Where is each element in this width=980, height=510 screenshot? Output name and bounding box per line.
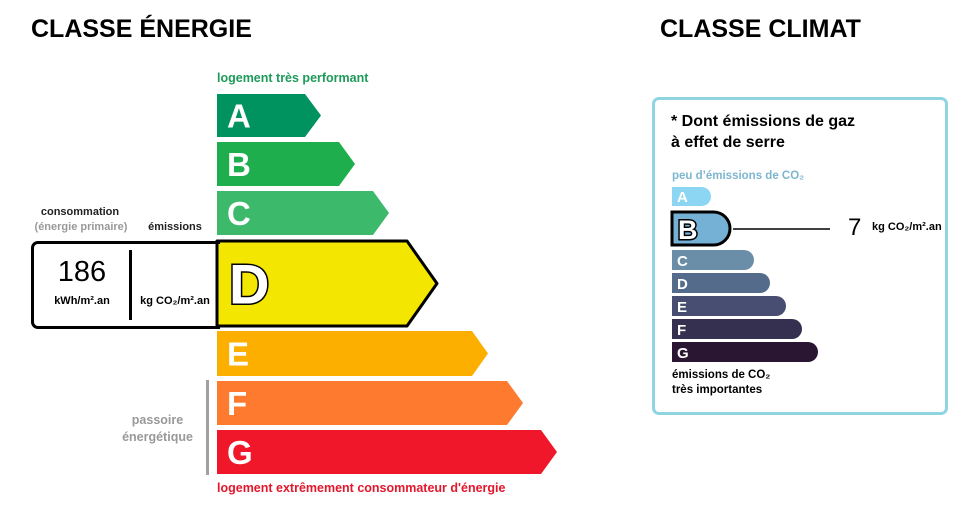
climate-class-letter: G <box>677 345 689 362</box>
energy-class-g <box>217 430 557 474</box>
climate-class-letter: E <box>677 299 687 316</box>
climate-bottom-label-line2: très importantes <box>672 384 763 396</box>
consumption-unit: kWh/m².an <box>54 295 110 307</box>
energy-bottom-label: logement extrêmement consommateur d'éner… <box>217 481 506 495</box>
passoire-label-line2: énergétique <box>122 430 193 444</box>
energy-class-letter: C <box>227 195 251 232</box>
climate-class-g <box>672 342 818 362</box>
climate-class-b <box>670 210 732 247</box>
energy-class-letter: A <box>227 98 251 135</box>
climate-value: 7 <box>848 214 862 241</box>
energy-class-c <box>217 191 389 235</box>
climate-unit: kg CO₂/m².an <box>872 221 942 233</box>
climate-box-title-line1: * Dont émissions de gaz <box>671 113 856 130</box>
climate-class-letter: D <box>677 276 688 293</box>
energy-class-e <box>217 331 488 376</box>
energy-title: CLASSE ÉNERGIE <box>31 15 252 43</box>
climate-title: CLASSE CLIMAT <box>660 15 861 43</box>
passoire-label-line1: passoire <box>131 413 184 427</box>
consumption-value: 186 <box>57 256 107 288</box>
passoire-bar <box>206 380 209 475</box>
energy-top-label: logement très performant <box>217 71 369 85</box>
climate-class-a <box>672 187 711 206</box>
emissions-unit: kg CO₂/m².an <box>140 295 210 307</box>
consumption-label: consommation <box>40 206 120 218</box>
climate-bottom-label: émissions de CO₂ très importantes <box>672 368 770 398</box>
energy-class-letter: F <box>227 385 247 422</box>
energy-class-letter: D <box>229 253 269 316</box>
climate-class-c <box>672 250 754 270</box>
value-divider <box>129 250 132 320</box>
energy-class-a <box>217 94 321 137</box>
energy-class-f <box>217 381 523 425</box>
energy-class-letter: G <box>227 434 253 471</box>
energy-class-letter: B <box>227 146 251 183</box>
energy-class-letter: E <box>227 336 249 373</box>
climate-class-d <box>672 273 770 293</box>
climate-bottom-label-line1: émissions de CO₂ <box>672 369 771 381</box>
value-box <box>31 241 220 329</box>
climate-class-letter: F <box>677 322 686 339</box>
energy-class-b <box>217 142 355 186</box>
climate-box-title-line2: à effet de serre <box>671 134 785 151</box>
passoire-label: passoire énergétique <box>110 412 205 446</box>
climate-box-title: * Dont émissions de gaz à effet de serre <box>671 111 855 153</box>
climate-class-letter: C <box>677 253 688 270</box>
climate-top-label: peu d’émissions de CO₂ <box>672 170 805 182</box>
emissions-label: émissions <box>148 221 202 233</box>
climate-class-letter: A <box>677 189 688 206</box>
climate-box <box>652 97 948 415</box>
climate-class-letter: B <box>678 215 698 245</box>
climate-class-e <box>672 296 786 316</box>
climate-class-f <box>672 319 802 339</box>
consumption-sublabel: (énergie primaire) <box>34 221 128 233</box>
energy-class-d <box>215 239 439 328</box>
